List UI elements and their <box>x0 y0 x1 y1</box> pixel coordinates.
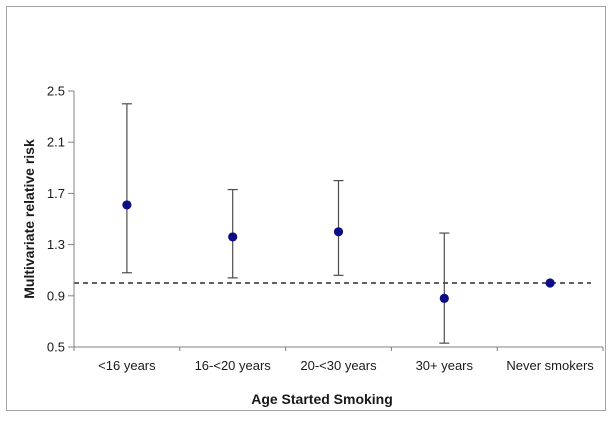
y-tick-label: 0.9 <box>47 288 65 303</box>
x-tick-label: 16-<20 years <box>195 358 272 373</box>
data-point <box>122 200 132 210</box>
data-point <box>545 278 555 288</box>
y-tick-label: 0.5 <box>47 340 65 355</box>
x-tick-label: <16 years <box>98 358 156 373</box>
y-tick-label: 1.7 <box>47 186 65 201</box>
x-axis-title: Age Started Smoking <box>251 391 393 407</box>
x-tick-label: Never smokers <box>506 358 594 373</box>
data-point <box>439 293 449 303</box>
y-tick-label: 1.3 <box>47 237 65 252</box>
y-axis-title: Multivariate relative risk <box>21 139 37 299</box>
y-tick-label: 2.5 <box>47 84 65 99</box>
plot-area: 0.5 0.9 1.3 1.7 2.1 2.5 <16 years 16-<20 years 2… <box>47 84 604 373</box>
data-point <box>228 232 238 242</box>
x-tick-label: 20-<30 years <box>300 358 377 373</box>
x-tick-label: 30+ years <box>416 358 474 373</box>
y-tick-label: 2.1 <box>47 135 65 150</box>
data-point <box>333 227 344 237</box>
